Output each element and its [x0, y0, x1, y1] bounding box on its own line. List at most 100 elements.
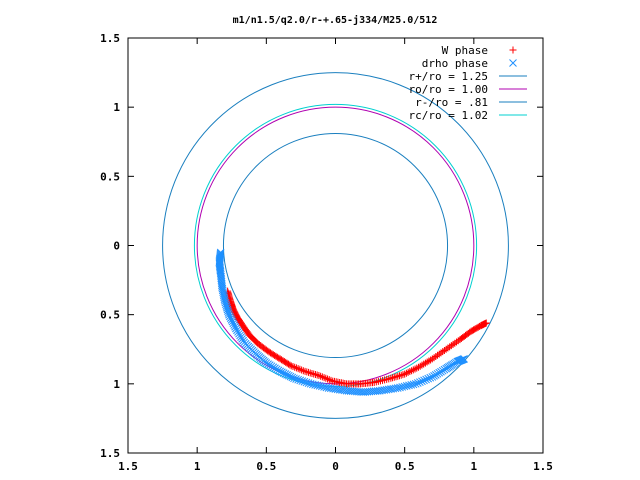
- legend-label: r-/ro = .81: [415, 96, 488, 109]
- data-point: [306, 379, 315, 388]
- circle-r-ro-81: [222, 132, 449, 359]
- data-point: [308, 369, 316, 377]
- data-point: [401, 370, 409, 378]
- series-drho-phase: [215, 248, 469, 396]
- data-point: [301, 367, 309, 375]
- data-point: [422, 375, 430, 384]
- x-tick-label: 1.5: [533, 460, 553, 473]
- data-point: [424, 374, 433, 383]
- legend-label: ro/ro = 1.00: [409, 83, 488, 96]
- data-point: [311, 381, 319, 389]
- y-tick-label: 1: [113, 378, 120, 391]
- data-point: [313, 371, 321, 379]
- data-point: [482, 319, 490, 327]
- data-point: [327, 376, 335, 384]
- data-point: [393, 384, 402, 392]
- data-point: [286, 361, 294, 369]
- data-series: [215, 248, 490, 396]
- data-point: [395, 372, 403, 380]
- legend-label: W phase: [442, 44, 488, 57]
- data-point: [411, 365, 419, 373]
- circle-r-ro-1-25: [162, 72, 509, 419]
- legend-marker: [509, 59, 517, 67]
- circle-rc-ro-1-02: [193, 103, 478, 388]
- data-point: [315, 382, 324, 390]
- y-tick-label: 0.5: [100, 170, 120, 183]
- data-point: [392, 373, 400, 381]
- data-point: [292, 375, 300, 383]
- data-point: [317, 382, 326, 391]
- data-point: [317, 372, 325, 380]
- data-point: [320, 383, 328, 391]
- data-point: [405, 381, 413, 390]
- series-w-phase: [224, 287, 490, 388]
- y-tick-label: 1: [113, 101, 120, 114]
- data-point: [318, 373, 326, 381]
- legend-marker: [509, 46, 517, 54]
- x-tick-label: 1: [471, 460, 478, 473]
- data-point: [402, 382, 411, 390]
- data-point: [287, 362, 295, 370]
- data-point: [413, 379, 422, 387]
- data-point: [304, 379, 313, 387]
- data-point: [296, 365, 304, 373]
- data-point: [404, 368, 412, 376]
- data-point: [409, 366, 417, 374]
- data-point: [426, 373, 435, 382]
- axis-ticks: 1.5 1 0.5 0 0.5 1 1.51.510.500.511.5: [100, 32, 553, 473]
- data-point: [322, 374, 330, 382]
- data-point: [298, 377, 307, 385]
- data-point: [418, 377, 426, 386]
- y-tick-label: 1.5: [100, 447, 120, 460]
- legend-label: rc/ro = 1.02: [409, 109, 488, 122]
- data-point: [299, 367, 307, 375]
- chart-title: m1/n1.5/q2.0/r-+.65-j334/M25.0/512: [233, 14, 438, 26]
- data-point: [387, 374, 395, 382]
- y-tick-label: 0: [113, 240, 120, 253]
- data-point: [320, 374, 328, 382]
- reference-circles: [162, 72, 509, 419]
- circle-ro-ro-1-00: [196, 106, 475, 385]
- data-point: [324, 375, 332, 383]
- data-point: [296, 376, 305, 385]
- y-tick-label: 1.5: [100, 32, 120, 45]
- data-point: [290, 374, 298, 383]
- data-point: [298, 366, 306, 374]
- data-point: [325, 376, 333, 384]
- y-tick-label: 0.5: [100, 309, 120, 322]
- data-point: [416, 378, 424, 386]
- data-point: [306, 369, 314, 377]
- data-point: [420, 376, 428, 385]
- data-point: [302, 378, 311, 387]
- data-point: [399, 371, 407, 379]
- data-point: [402, 369, 410, 377]
- data-point: [310, 370, 318, 378]
- data-point: [394, 372, 402, 380]
- data-point: [292, 364, 300, 372]
- data-point: [303, 368, 311, 376]
- data-point: [308, 380, 317, 389]
- data-point: [409, 380, 418, 389]
- data-point: [390, 373, 398, 381]
- data-point: [313, 381, 322, 390]
- data-point: [294, 375, 303, 384]
- data-point: [311, 370, 319, 378]
- data-point: [397, 371, 405, 379]
- x-tick-label: 0.5: [395, 460, 415, 473]
- x-tick-label: 1: [194, 460, 201, 473]
- data-point: [396, 383, 404, 392]
- x-tick-label: 1.5: [118, 460, 138, 473]
- data-point: [289, 363, 297, 371]
- data-point: [406, 368, 414, 376]
- x-tick-label: 0: [332, 460, 339, 473]
- data-point: [291, 363, 299, 371]
- data-point: [400, 382, 409, 391]
- legend-label: drho phase: [422, 57, 488, 70]
- x-tick-label: 0.5: [256, 460, 276, 473]
- data-point: [305, 368, 313, 376]
- data-point: [411, 379, 420, 388]
- data-point: [315, 372, 323, 380]
- legend-label: r+/ro = 1.25: [409, 70, 488, 83]
